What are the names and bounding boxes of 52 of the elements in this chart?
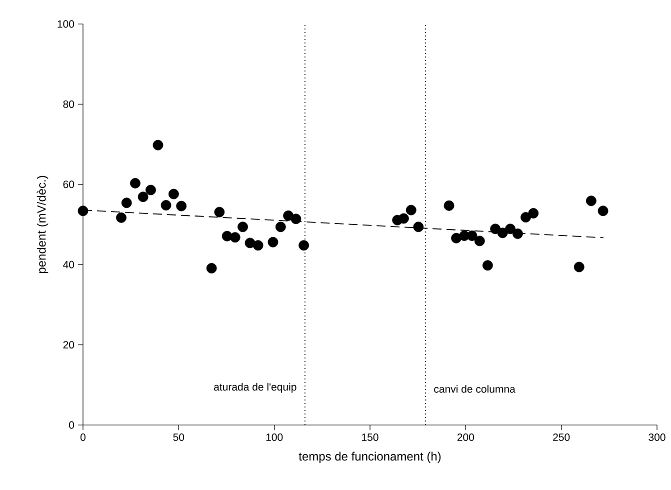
point bbox=[160, 200, 172, 210]
point bbox=[406, 204, 416, 216]
point bbox=[482, 260, 493, 271]
point bbox=[244, 238, 256, 248]
point bbox=[116, 212, 126, 223]
x-tick-label: 0 bbox=[80, 434, 86, 441]
point bbox=[505, 224, 516, 234]
x-axis-title: temps de funcionament (h) bbox=[298, 452, 441, 463]
y-tick-label: 80 bbox=[63, 100, 74, 108]
x-tick-label: 100 bbox=[266, 434, 283, 441]
point bbox=[398, 213, 409, 224]
point bbox=[214, 206, 225, 218]
point bbox=[528, 208, 539, 218]
ref-line-label: canvi de columna bbox=[434, 385, 516, 393]
y-tick-label: 100 bbox=[58, 20, 74, 28]
y-axis-title: pendent (mV/dèc.) bbox=[36, 176, 48, 274]
y-tick-label: 60 bbox=[63, 180, 74, 188]
point bbox=[275, 222, 286, 232]
point bbox=[230, 232, 240, 243]
x-tick-label: 300 bbox=[648, 434, 666, 441]
point bbox=[168, 188, 179, 200]
point bbox=[413, 222, 424, 232]
point bbox=[78, 206, 88, 216]
point bbox=[252, 240, 264, 251]
ref-line-label: aturada de l'equip bbox=[214, 382, 296, 393]
point bbox=[598, 206, 608, 216]
point bbox=[444, 200, 454, 211]
point bbox=[474, 236, 485, 246]
y-tick-label: 40 bbox=[63, 260, 74, 268]
point bbox=[146, 184, 156, 196]
point bbox=[238, 222, 248, 232]
y-tick-label: 0 bbox=[69, 421, 74, 429]
point bbox=[586, 196, 596, 206]
point bbox=[290, 214, 302, 224]
point bbox=[520, 212, 531, 222]
x-tick-label: 200 bbox=[457, 434, 474, 441]
point bbox=[512, 228, 523, 239]
point bbox=[176, 200, 187, 212]
point bbox=[138, 192, 148, 202]
point bbox=[574, 262, 584, 272]
y-tick-label: 20 bbox=[63, 341, 74, 349]
point bbox=[152, 140, 164, 150]
point bbox=[298, 240, 309, 251]
point bbox=[268, 236, 278, 248]
point bbox=[206, 263, 217, 274]
point bbox=[121, 198, 132, 208]
point bbox=[130, 178, 140, 188]
point bbox=[497, 228, 508, 238]
x-tick-label: 150 bbox=[362, 434, 378, 441]
point bbox=[466, 230, 478, 241]
x-tick-label: 50 bbox=[173, 434, 184, 441]
x-tick-label: 250 bbox=[553, 434, 570, 441]
